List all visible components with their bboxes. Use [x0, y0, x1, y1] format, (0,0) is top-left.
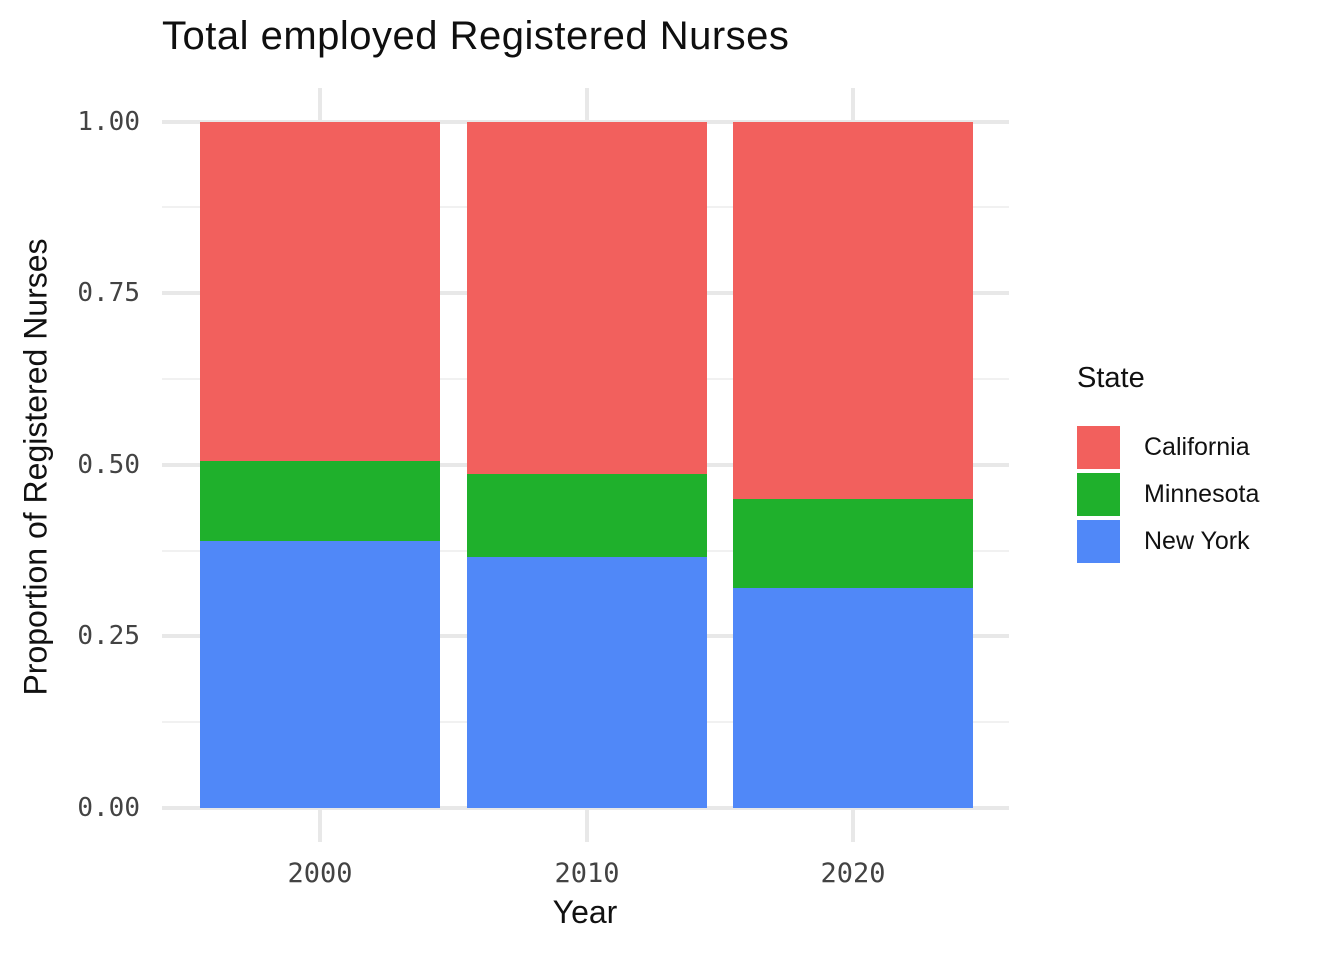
y-tick-label-1.00: 1.00	[77, 106, 140, 137]
x-tick-label-2000: 2000	[287, 858, 353, 889]
legend-label-california: California	[1144, 433, 1250, 461]
legend-entry-new-york: New York	[1077, 520, 1259, 563]
x-tick-label-2010: 2010	[554, 858, 620, 889]
bar-segment-2010-new-york	[467, 556, 707, 808]
y-tick-label-0.50: 0.50	[77, 449, 140, 480]
bar-segment-2020-minnesota	[733, 499, 973, 589]
legend-label-new-york: New York	[1144, 527, 1250, 555]
legend-title: State	[1077, 362, 1145, 394]
legend-swatch-minnesota	[1077, 473, 1120, 516]
x-tick-label-2020: 2020	[820, 858, 886, 889]
legend-label-minnesota: Minnesota	[1144, 480, 1260, 508]
bar-segment-2000-new-york	[200, 541, 440, 808]
legend-entry-minnesota: Minnesota	[1077, 473, 1259, 516]
y-tick-label-0.75: 0.75	[77, 278, 140, 309]
y-tick-label-0.25: 0.25	[77, 621, 140, 652]
legend-entries: California Minnesota New York	[1077, 426, 1259, 563]
bar-segment-2010-minnesota	[467, 473, 707, 557]
bar-segment-2010-california	[467, 121, 707, 474]
y-tick-label-0.00: 0.00	[77, 793, 140, 823]
chart-title: Total employed Registered Nurses	[162, 14, 790, 58]
bar-segment-2000-minnesota	[200, 461, 440, 542]
bar-segment-2020-new-york	[733, 588, 973, 808]
legend-entry-california: California	[1077, 426, 1259, 469]
bar-segment-2020-california	[733, 121, 973, 500]
bar-segment-2000-california	[200, 121, 440, 462]
legend-swatch-new-york	[1077, 520, 1120, 563]
legend: State California Minnesota New York	[1077, 360, 1259, 567]
x-axis-title: Year	[552, 894, 618, 930]
legend-swatch-california	[1077, 426, 1120, 469]
plot-panel	[162, 88, 1009, 842]
